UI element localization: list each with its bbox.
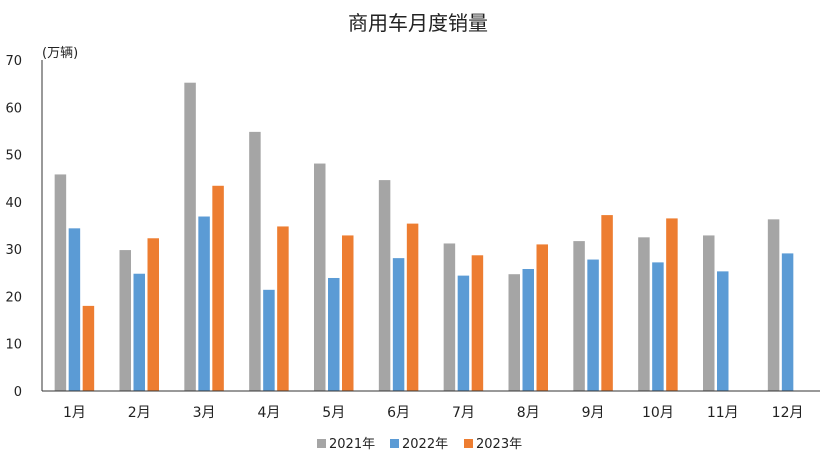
bar-2021年-6月: [378, 180, 391, 391]
bar-2022年-5月: [328, 277, 340, 391]
bar-2023年-2月: [147, 238, 159, 391]
bar-2022年-1月: [68, 228, 81, 391]
y-tick-label: 30: [5, 243, 22, 258]
bar-2022年-10月: [652, 262, 664, 391]
x-tick-label: 4月: [257, 405, 280, 421]
bar-2022年-11月: [717, 271, 729, 391]
x-tick-label: 5月: [322, 405, 345, 421]
bar-2023年-1月: [82, 305, 95, 391]
bar-2021年-2月: [119, 250, 131, 391]
bar-2021年-5月: [314, 163, 326, 391]
bar-2023年-4月: [277, 226, 289, 391]
bar-2021年-4月: [249, 131, 261, 392]
legend-swatch-2022年: [390, 439, 399, 448]
bar-2023年-9月: [601, 215, 613, 391]
bar-2021年-1月: [54, 174, 67, 391]
bar-2021年-11月: [703, 235, 715, 391]
chart-title: 商用车月度销量: [348, 11, 488, 35]
legend-label: 2022年: [402, 437, 448, 452]
bar-2021年-7月: [443, 243, 456, 391]
bar-2022年-12月: [781, 253, 794, 391]
y-tick-label: 0: [14, 385, 22, 400]
bar-2022年-7月: [457, 275, 470, 391]
x-tick-label: 2月: [128, 405, 151, 421]
y-tick-label: 20: [5, 290, 22, 305]
bar-2021年-10月: [638, 237, 650, 391]
bar-2021年-9月: [573, 241, 585, 391]
x-tick-label: 3月: [193, 405, 216, 421]
x-tick-label: 10月: [642, 405, 674, 421]
bar-2023年-5月: [342, 235, 354, 391]
y-tick-label: 70: [5, 54, 22, 69]
bar-2023年-3月: [212, 185, 224, 391]
y-tick-label: 50: [5, 149, 22, 164]
bar-2022年-9月: [587, 259, 599, 391]
x-tick-label: 12月: [772, 405, 804, 421]
bar-2023年-8月: [536, 244, 548, 391]
bar-2023年-7月: [471, 255, 484, 391]
legend-label: 2023年: [476, 437, 522, 452]
x-tick-label: 8月: [517, 405, 540, 421]
bar-2022年-4月: [263, 289, 275, 391]
y-axis-unit-label: (万辆): [42, 46, 78, 61]
y-tick-label: 40: [5, 196, 22, 211]
x-tick-label: 9月: [582, 405, 605, 421]
bar-2022年-2月: [133, 273, 145, 391]
bar-2021年-3月: [184, 82, 196, 391]
y-tick-label: 10: [5, 338, 22, 353]
bar-2023年-10月: [666, 218, 678, 391]
x-tick-label: 7月: [452, 405, 475, 421]
x-tick-label: 11月: [707, 405, 739, 421]
x-tick-label: 1月: [63, 405, 86, 421]
y-tick-label: 60: [5, 101, 22, 116]
legend-swatch-2021年: [317, 439, 326, 448]
bar-2023年-6月: [406, 223, 419, 391]
bar-2021年-8月: [508, 274, 520, 391]
bar-2022年-6月: [392, 258, 405, 391]
legend-swatch-2023年: [464, 439, 473, 448]
bar-2021年-12月: [767, 219, 780, 391]
legend-label: 2021年: [329, 437, 375, 452]
bar-2022年-3月: [198, 216, 210, 391]
x-tick-label: 6月: [387, 405, 410, 421]
legend: 2021年 2022年 2023年: [317, 437, 522, 452]
bar-2022年-8月: [522, 269, 534, 391]
